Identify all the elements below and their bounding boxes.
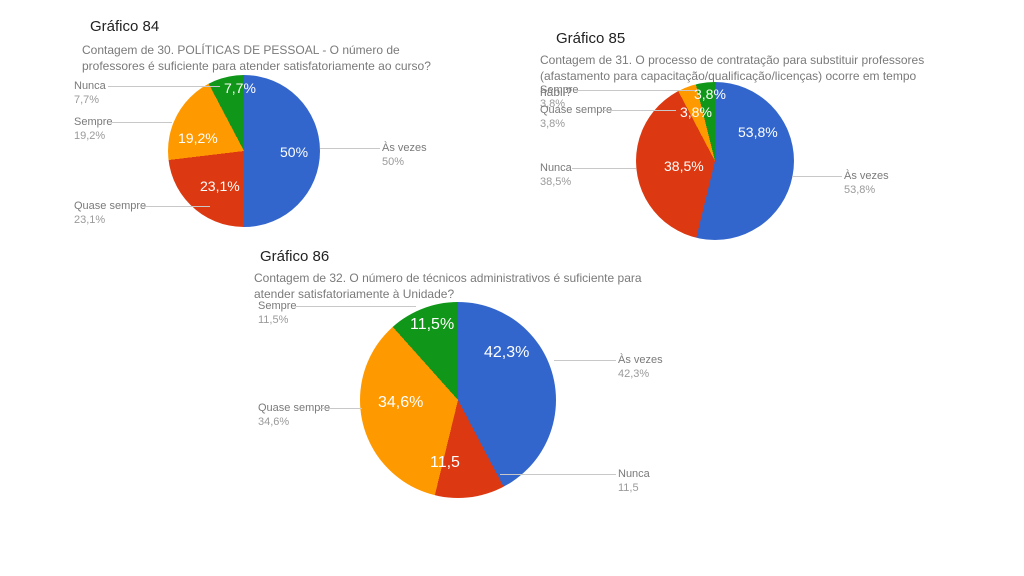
chart-86-subtitle: Contagem de 32. O número de técnicos adm… — [254, 270, 674, 302]
chart-84-subtitle: Contagem de 30. POLÍTICAS DE PESSOAL - O… — [82, 42, 442, 74]
chart-84-slice-label-nunca: 7,7% — [224, 80, 256, 96]
chart-85-pie — [636, 82, 794, 240]
legend-value: 50% — [382, 156, 427, 170]
legend-category: Sempre — [258, 300, 297, 314]
chart-85-title: Gráfico 85 — [556, 30, 625, 47]
chart-85-slice-label-nunca: 38,5% — [664, 158, 704, 174]
legend-category: Sempre — [540, 84, 579, 98]
chart-85-slice-label-sempre: 3,8% — [694, 86, 726, 102]
legend-value: 42,3% — [618, 368, 663, 382]
legend-value: 23,1% — [74, 214, 146, 228]
chart-85-legend-quase-sempre: Quase sempre 3,8% — [540, 104, 612, 132]
legend-category: Sempre — [74, 116, 113, 130]
chart-84-legend-as-vezes: Às vezes 50% — [382, 142, 427, 170]
chart-86-legend-quase-sempre: Quase sempre 34,6% — [258, 402, 330, 430]
legend-category: Às vezes — [382, 142, 427, 156]
legend-value: 53,8% — [844, 184, 889, 198]
chart-85-legend-nunca: Nunca 38,5% — [540, 162, 572, 190]
chart-84-title: Gráfico 84 — [90, 18, 159, 35]
legend-value: 34,6% — [258, 416, 330, 430]
chart-84-slice-label-sempre: 19,2% — [178, 130, 218, 146]
chart-86-slice-label-quase-sempre: 34,6% — [378, 394, 423, 412]
legend-category: Nunca — [618, 468, 650, 482]
legend-value: 7,7% — [74, 94, 106, 108]
chart-86-legend-as-vezes: Às vezes 42,3% — [618, 354, 663, 382]
chart-86-slice-label-sempre: 11,5% — [410, 316, 454, 334]
legend-category: Às vezes — [618, 354, 663, 368]
legend-category: Às vezes — [844, 170, 889, 184]
legend-category: Nunca — [540, 162, 572, 176]
legend-category: Nunca — [74, 80, 106, 94]
legend-category: Quase sempre — [74, 200, 146, 214]
chart-85-legend-as-vezes: Às vezes 53,8% — [844, 170, 889, 198]
chart-84-slice-label-quase-sempre: 23,1% — [200, 178, 240, 194]
legend-value: 38,5% — [540, 176, 572, 190]
chart-84-legend-sempre: Sempre 19,2% — [74, 116, 113, 144]
chart-86-title: Gráfico 86 — [260, 248, 329, 265]
legend-value: 19,2% — [74, 130, 113, 144]
legend-value: 11,5 — [618, 482, 650, 496]
chart-85-slice-label-quase-sempre: 3,8% — [680, 104, 712, 120]
chart-86-legend-sempre: Sempre 11,5% — [258, 300, 297, 328]
chart-86-slice-label-nunca: 11,5 — [430, 454, 460, 472]
legend-value: 3,8% — [540, 118, 612, 132]
chart-86-slice-label-as-vezes: 42,3% — [484, 344, 529, 362]
chart-84-slice-label-as-vezes: 50% — [280, 144, 308, 160]
legend-value: 11,5% — [258, 314, 297, 328]
chart-85-slice-label-as-vezes: 53,8% — [738, 124, 778, 140]
chart-84-legend-nunca: Nunca 7,7% — [74, 80, 106, 108]
chart-86-legend-nunca: Nunca 11,5 — [618, 468, 650, 496]
chart-84-legend-quase-sempre: Quase sempre 23,1% — [74, 200, 146, 228]
